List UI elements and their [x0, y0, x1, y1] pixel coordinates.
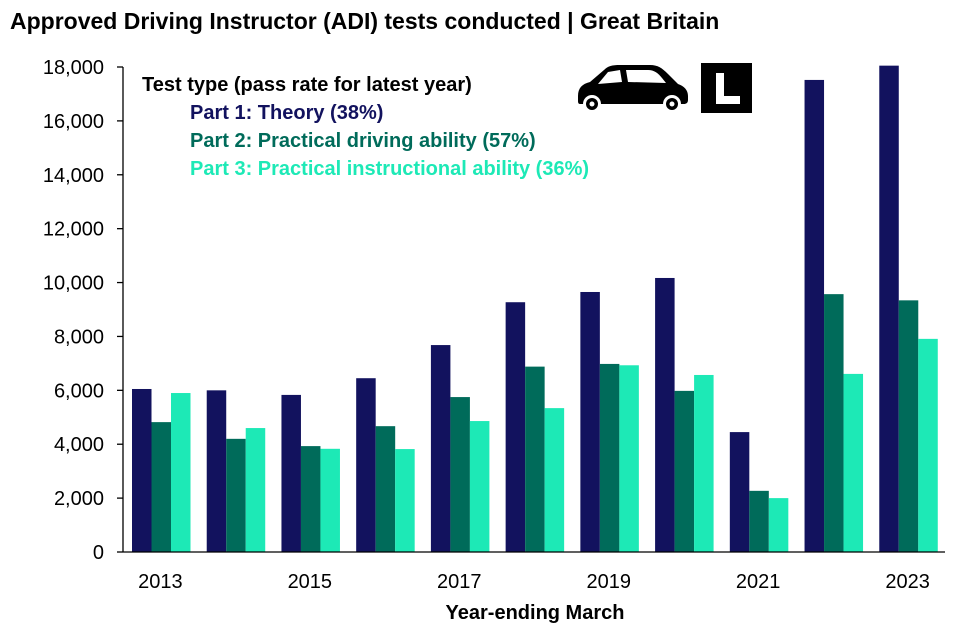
bar-3-2020 — [694, 374, 714, 552]
bar-3-2013 — [171, 393, 191, 552]
bar-3-2021 — [768, 498, 789, 552]
bar-2-2021 — [749, 490, 769, 552]
y-tick-label: 16,000 — [43, 111, 104, 133]
x-tick-label: 2015 — [288, 571, 333, 593]
bar-2-2017 — [450, 397, 470, 552]
bar-1-2015 — [281, 394, 301, 552]
bar-3-2017 — [469, 421, 490, 552]
x-tick-label: 2021 — [736, 571, 781, 593]
bar-2-2022 — [824, 294, 844, 552]
chart-title: Approved Driving Instructor (ADI) tests … — [10, 8, 720, 34]
axes-group: 0 2,000 4,000 6,000 8,000 10,000 12,000 14,000 1… — [43, 57, 945, 624]
bar-3-2022 — [843, 373, 864, 552]
bar-1-2013 — [132, 388, 152, 552]
x-axis-title: Year-ending March — [446, 602, 625, 624]
bar-2-2018 — [525, 366, 545, 552]
bar-3-2018 — [544, 408, 565, 552]
bar-1-2020 — [655, 277, 675, 552]
legend-entry-3: Part 3: Practical instructional ability … — [190, 158, 589, 180]
legend-entry-1: Part 1: Theory (38%) — [190, 102, 383, 124]
legend-title: Test type (pass rate for latest year) — [142, 74, 472, 96]
y-tick-label: 4,000 — [54, 434, 104, 456]
bar-2-2020 — [674, 390, 695, 552]
bar-1-2022 — [804, 79, 825, 552]
y-tick-label: 18,000 — [43, 57, 104, 79]
x-tick-label: 2023 — [885, 571, 930, 593]
bar-1-2019 — [580, 291, 600, 552]
bar-3-2014 — [245, 428, 266, 552]
x-tick-label: 2013 — [138, 571, 183, 593]
bar-3-2023 — [918, 338, 938, 552]
bar-1-2023 — [879, 65, 899, 553]
bar-1-2018 — [505, 302, 526, 552]
bar-2-2023 — [898, 300, 919, 552]
bars-group — [132, 65, 938, 553]
bar-3-2019 — [619, 365, 639, 552]
bar-2-2014 — [226, 438, 246, 552]
legend-entry-2: Part 2: Practical driving ability (57%) — [190, 130, 536, 152]
bar-2-2015 — [300, 446, 321, 552]
x-tick-label: 2019 — [586, 571, 631, 593]
bar-1-2021 — [729, 432, 750, 552]
bar-2-2016 — [375, 426, 396, 552]
bar-1-2016 — [356, 378, 376, 552]
bar-1-2017 — [430, 345, 451, 552]
bar-2-2019 — [599, 363, 620, 552]
y-tick-label: 0 — [93, 542, 104, 564]
legend: Test type (pass rate for latest year) Par… — [142, 74, 589, 180]
x-tick-label: 2017 — [437, 571, 482, 593]
learner-plate-icon — [701, 63, 752, 113]
bar-3-2016 — [395, 449, 415, 552]
bar-2-2013 — [151, 422, 171, 552]
y-tick-label: 10,000 — [43, 273, 104, 295]
bar-3-2015 — [320, 448, 340, 552]
y-tick-label: 6,000 — [54, 380, 104, 402]
y-tick-label: 12,000 — [43, 219, 104, 241]
car-icon — [578, 65, 688, 113]
bar-1-2014 — [206, 390, 227, 552]
y-tick-label: 2,000 — [54, 488, 104, 510]
y-tick-label: 8,000 — [54, 326, 104, 348]
y-tick-label: 14,000 — [43, 165, 104, 187]
